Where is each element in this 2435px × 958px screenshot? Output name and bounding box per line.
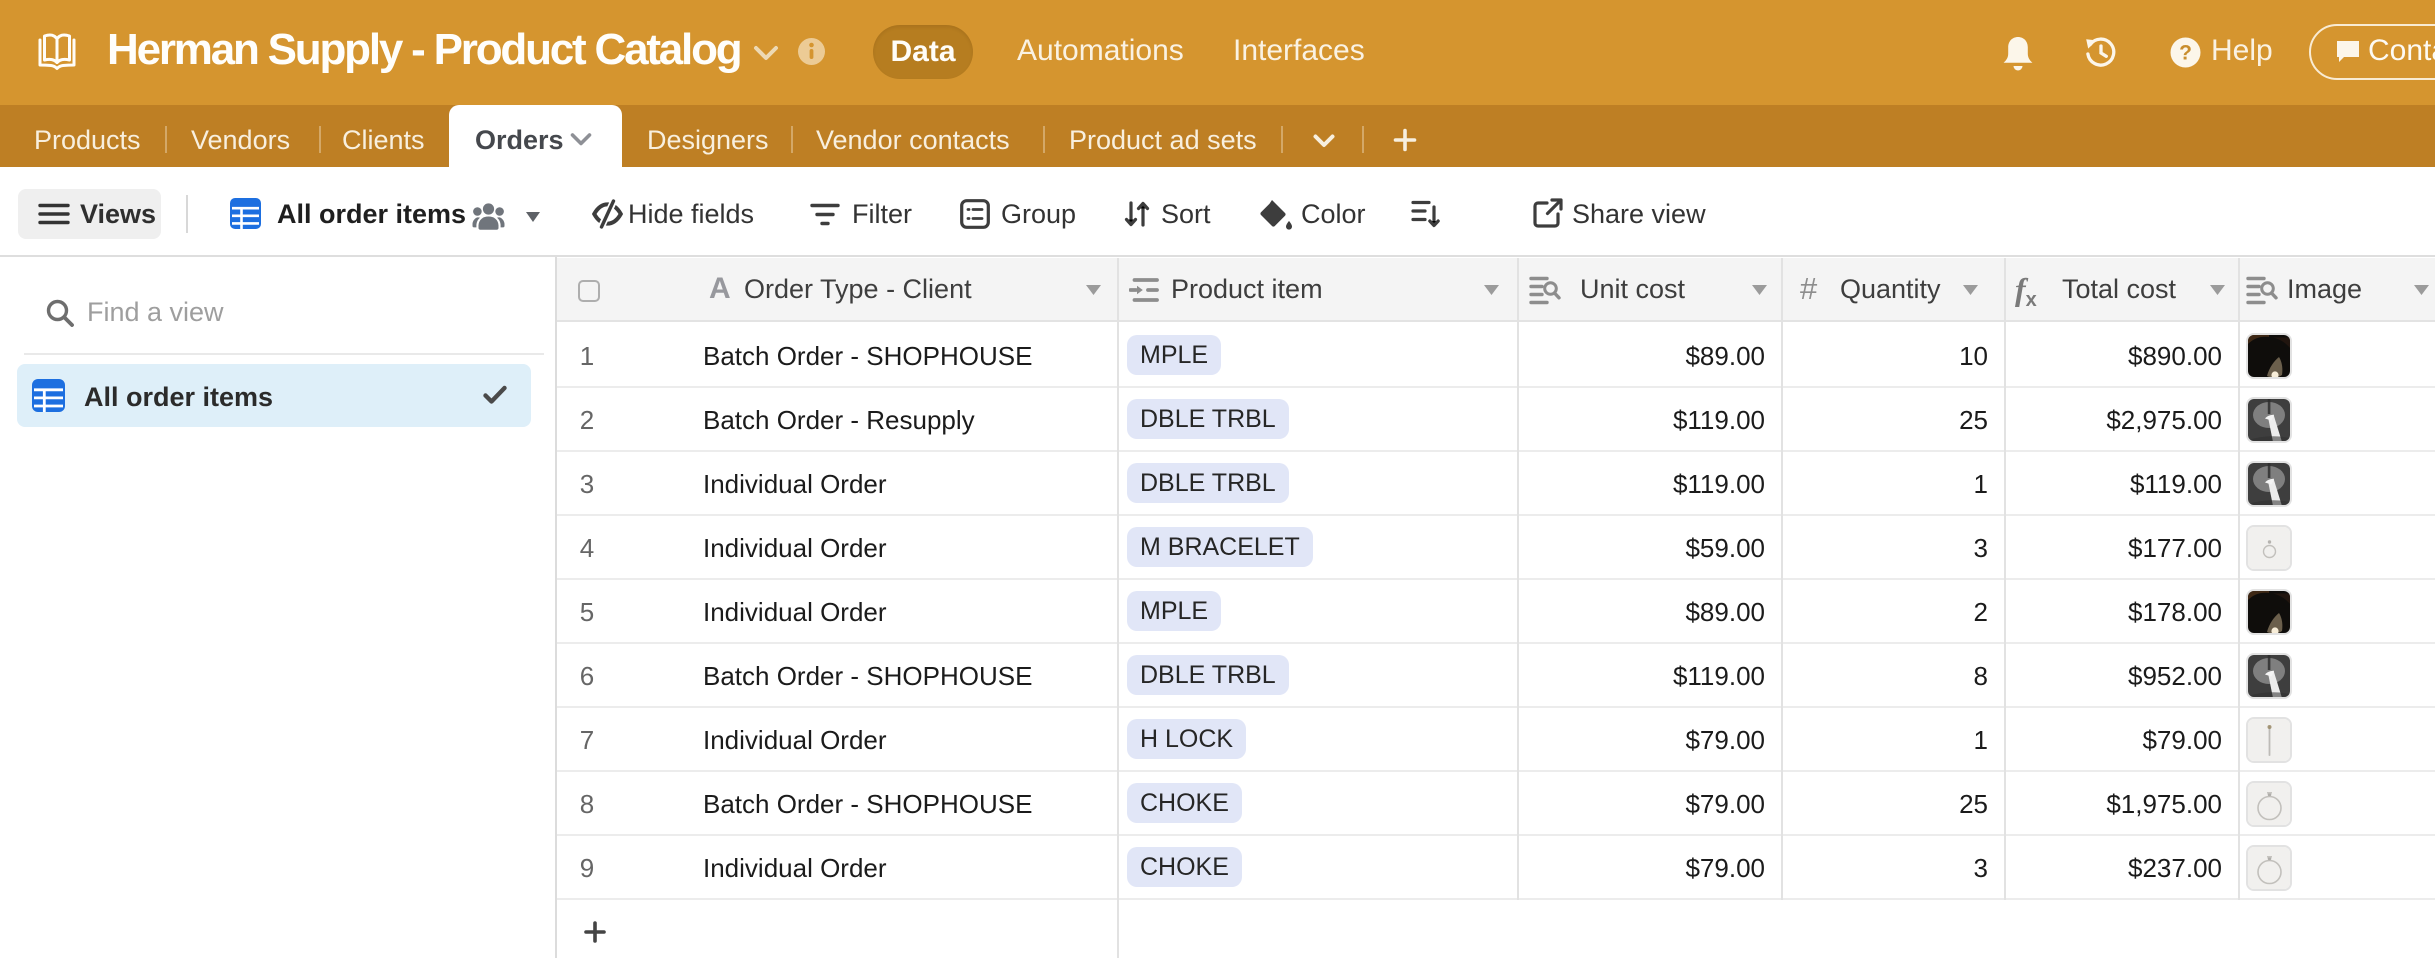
svg-text:?: ? — [2179, 42, 2192, 65]
